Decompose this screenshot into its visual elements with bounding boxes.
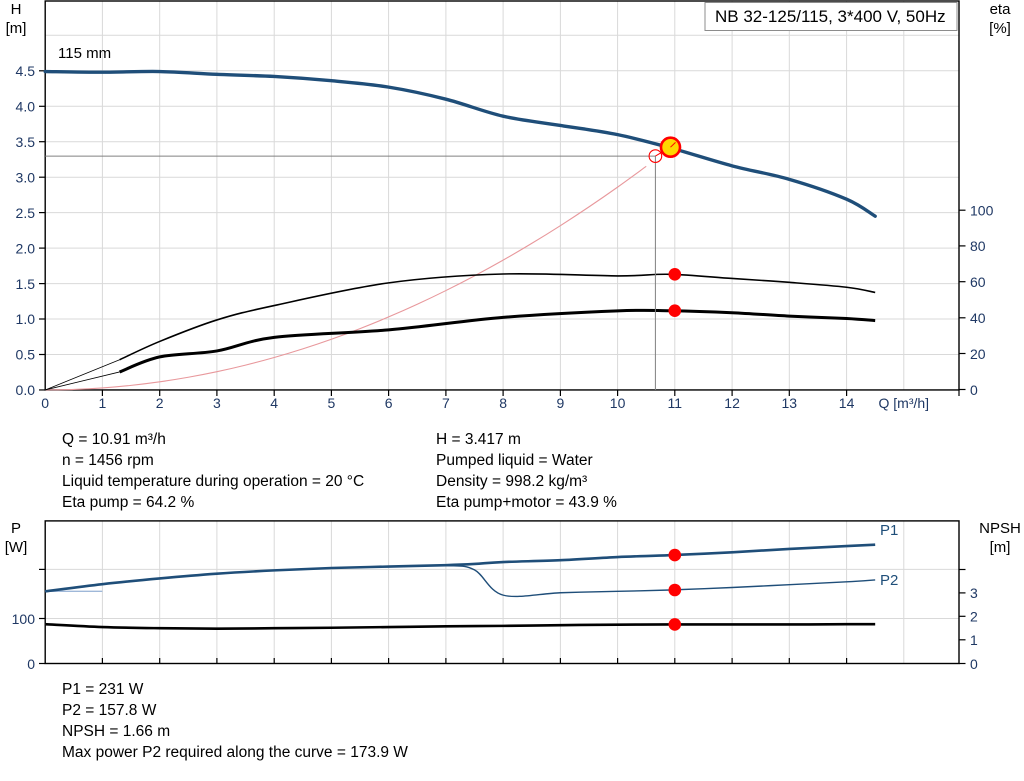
svg-text:Pumped liquid = Water: Pumped liquid = Water	[436, 452, 593, 469]
svg-text:[W]: [W]	[5, 539, 28, 556]
svg-text:Eta pump = 64.2 %: Eta pump = 64.2 %	[62, 494, 194, 511]
svg-text:P1 = 231 W: P1 = 231 W	[62, 681, 144, 698]
svg-text:[m]: [m]	[6, 20, 27, 37]
svg-text:5: 5	[328, 395, 336, 411]
svg-text:2.5: 2.5	[16, 205, 36, 221]
svg-text:3: 3	[970, 585, 978, 601]
svg-text:20: 20	[970, 346, 986, 362]
svg-text:0: 0	[970, 382, 978, 398]
svg-text:H: H	[11, 1, 22, 18]
svg-text:40: 40	[970, 310, 986, 326]
svg-text:4.0: 4.0	[16, 99, 36, 115]
svg-text:n = 1456 rpm: n = 1456 rpm	[62, 452, 154, 469]
svg-text:P2 = 157.8 W: P2 = 157.8 W	[62, 702, 157, 719]
svg-text:10: 10	[610, 395, 626, 411]
svg-text:100: 100	[970, 203, 994, 219]
svg-text:H = 3.417 m: H = 3.417 m	[436, 431, 521, 448]
svg-text:7: 7	[442, 395, 450, 411]
svg-text:P1: P1	[880, 522, 898, 539]
svg-text:Density = 998.2 kg/m³: Density = 998.2 kg/m³	[436, 473, 587, 490]
svg-text:NPSH = 1.66 m: NPSH = 1.66 m	[62, 723, 170, 740]
svg-text:eta: eta	[990, 1, 1012, 18]
svg-text:2: 2	[156, 395, 164, 411]
svg-text:3.0: 3.0	[16, 169, 36, 185]
svg-text:NPSH: NPSH	[979, 520, 1021, 537]
svg-text:3: 3	[213, 395, 221, 411]
svg-text:Liquid temperature during oper: Liquid temperature during operation = 20…	[62, 473, 364, 490]
svg-text:P: P	[11, 520, 21, 537]
svg-text:1: 1	[970, 632, 978, 648]
svg-text:13: 13	[782, 395, 798, 411]
svg-text:12: 12	[724, 395, 740, 411]
svg-text:Eta pump+motor = 43.9 %: Eta pump+motor = 43.9 %	[436, 494, 617, 511]
svg-text:NB 32-125/115, 3*400 V, 50Hz: NB 32-125/115, 3*400 V, 50Hz	[715, 7, 946, 26]
svg-text:2: 2	[970, 609, 978, 625]
svg-text:4.5: 4.5	[16, 63, 36, 79]
svg-text:80: 80	[970, 238, 986, 254]
svg-text:14: 14	[839, 395, 855, 411]
svg-text:115 mm: 115 mm	[58, 45, 111, 62]
svg-text:3.5: 3.5	[16, 134, 36, 150]
svg-text:9: 9	[557, 395, 565, 411]
svg-text:0.5: 0.5	[16, 347, 36, 363]
svg-text:0: 0	[41, 395, 49, 411]
svg-text:8: 8	[499, 395, 507, 411]
svg-text:1.0: 1.0	[16, 311, 36, 327]
svg-text:11: 11	[668, 395, 683, 411]
svg-text:1: 1	[99, 395, 107, 411]
svg-text:Q = 10.91 m³/h: Q = 10.91 m³/h	[62, 431, 166, 448]
svg-text:[m]: [m]	[990, 539, 1011, 556]
svg-text:Max power P2 required along th: Max power P2 required along the curve = …	[62, 744, 408, 761]
svg-text:0.0: 0.0	[16, 382, 36, 398]
svg-text:100: 100	[12, 611, 36, 627]
svg-text:P2: P2	[880, 572, 898, 589]
svg-text:1.5: 1.5	[16, 276, 36, 292]
svg-text:[%]: [%]	[989, 20, 1011, 37]
svg-text:0: 0	[27, 656, 35, 672]
svg-text:2.0: 2.0	[16, 240, 36, 256]
svg-text:Q [m³/h]: Q [m³/h]	[879, 395, 930, 411]
svg-text:0: 0	[970, 656, 978, 672]
svg-text:6: 6	[385, 395, 393, 411]
svg-text:4: 4	[270, 395, 278, 411]
svg-text:60: 60	[970, 274, 986, 290]
